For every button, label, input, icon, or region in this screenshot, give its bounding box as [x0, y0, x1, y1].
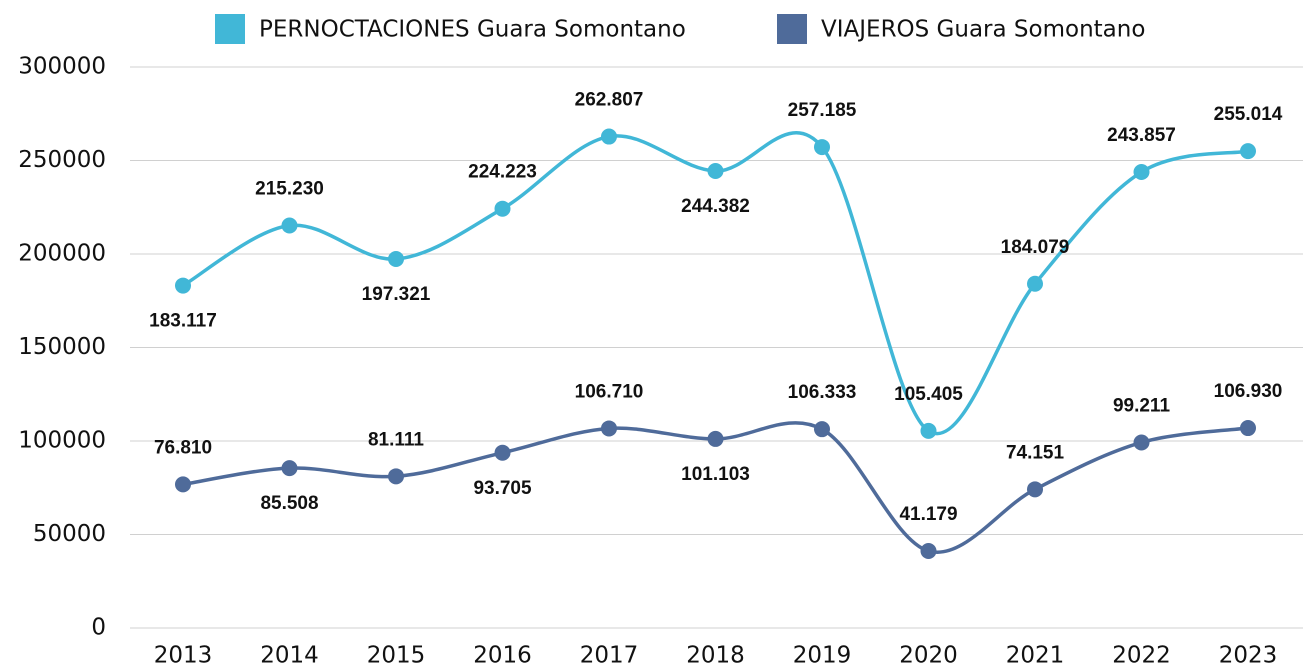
y-tick-label: 200000	[18, 241, 106, 267]
data-point	[388, 468, 404, 485]
x-tick-label: 2016	[473, 643, 532, 669]
data-point	[1240, 143, 1256, 160]
x-tick-label: 2020	[899, 643, 958, 669]
legend-swatch	[215, 14, 245, 44]
x-tick-label: 2013	[154, 643, 213, 669]
data-label: 244.382	[681, 196, 750, 217]
data-label: 105.405	[894, 384, 963, 405]
data-label: 106.333	[788, 382, 857, 403]
data-point	[1133, 434, 1150, 451]
data-label: 243.857	[1107, 125, 1176, 146]
data-label: 215.230	[255, 179, 324, 200]
data-point	[601, 420, 617, 437]
legend-label: PERNOCTACIONES Guara Somontano	[259, 17, 686, 43]
data-label: 183.117	[149, 311, 217, 332]
data-label: 99.211	[1113, 395, 1170, 416]
y-tick-label: 50000	[33, 521, 106, 547]
x-tick-label: 2014	[260, 643, 319, 669]
data-point	[601, 128, 617, 145]
data-label: 101.103	[681, 464, 750, 485]
data-label: 224.223	[468, 162, 537, 183]
data-label: 93.705	[473, 478, 532, 499]
data-point	[494, 444, 511, 461]
data-label: 76.810	[154, 437, 212, 458]
data-label: 184.079	[1001, 237, 1070, 258]
legend-label: VIAJEROS Guara Somontano	[821, 17, 1145, 43]
data-point	[814, 139, 830, 156]
data-label: 85.508	[260, 493, 318, 514]
data-point	[1133, 163, 1150, 180]
data-label: 255.014	[1214, 104, 1283, 125]
x-tick-label: 2018	[686, 643, 745, 669]
data-label: 41.179	[899, 504, 957, 525]
x-tick-label: 2022	[1112, 643, 1171, 669]
data-label: 257.185	[788, 100, 857, 121]
data-point	[175, 476, 191, 493]
y-tick-label: 0	[91, 615, 106, 641]
data-point	[388, 251, 404, 268]
data-point	[707, 430, 724, 447]
data-label: 106.710	[575, 381, 644, 402]
data-point	[1240, 420, 1256, 437]
data-point	[920, 422, 937, 439]
data-point	[281, 217, 298, 234]
data-label: 262.807	[575, 90, 644, 111]
y-tick-label: 250000	[18, 147, 106, 173]
data-point	[814, 421, 830, 438]
data-point	[707, 163, 724, 180]
data-point	[920, 542, 937, 559]
x-tick-label: 2019	[793, 643, 852, 669]
series-line	[182, 131, 1249, 436]
data-label: 74.151	[1006, 442, 1065, 463]
data-point	[1027, 275, 1043, 292]
data-point	[281, 460, 298, 477]
x-tick-label: 2015	[367, 643, 426, 669]
x-tick-label: 2017	[580, 643, 639, 669]
y-tick-label: 150000	[18, 334, 106, 360]
data-point	[1027, 481, 1043, 498]
data-point	[494, 200, 511, 217]
data-label: 197.321	[362, 284, 431, 305]
data-label: 81.111	[368, 429, 424, 450]
legend-swatch	[777, 14, 807, 44]
y-tick-label: 100000	[18, 428, 106, 454]
x-tick-label: 2023	[1219, 643, 1278, 669]
data-label: 106.930	[1214, 381, 1283, 402]
x-tick-label: 2021	[1006, 643, 1065, 669]
data-point	[175, 277, 191, 294]
y-tick-label: 300000	[18, 54, 106, 80]
series-line	[182, 421, 1249, 554]
